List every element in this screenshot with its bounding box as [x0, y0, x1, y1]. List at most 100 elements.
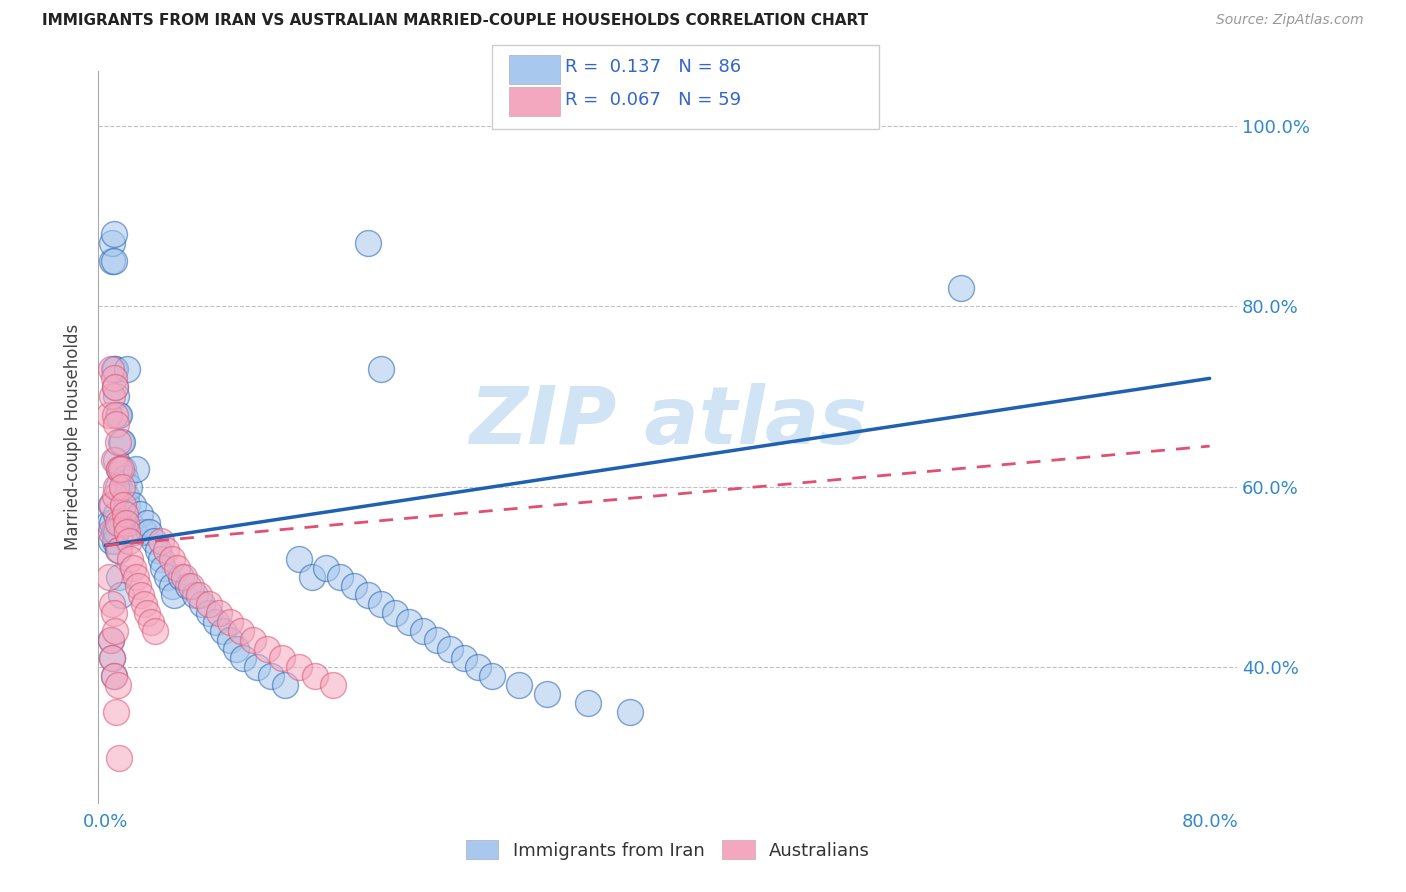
Point [107, 480, 129, 494]
Point [166, 561, 188, 575]
Point [198, 597, 221, 611]
Point [304, 669, 326, 683]
Point [232, 651, 254, 665]
Point [204, 615, 226, 630]
Point [124, 524, 146, 539]
Point [117, 362, 139, 376]
Point [114, 471, 136, 485]
Point [107, 434, 129, 449]
Point [101, 651, 124, 665]
Point [105, 480, 128, 494]
Point [101, 498, 124, 512]
Point [384, 606, 406, 620]
Point [149, 533, 172, 548]
Point [104, 380, 127, 394]
Point [103, 524, 125, 539]
Text: Source: ZipAtlas.com: Source: ZipAtlas.com [1216, 13, 1364, 28]
Point [103, 227, 125, 241]
Point [103, 254, 125, 268]
Point [218, 633, 240, 648]
Point [188, 588, 211, 602]
Point [229, 624, 252, 639]
Point [110, 434, 132, 449]
Point [274, 678, 297, 692]
Point [132, 597, 155, 611]
Point [225, 642, 247, 657]
Y-axis label: Married-couple Households: Married-couple Households [63, 324, 82, 550]
Point [343, 579, 366, 593]
Point [110, 516, 132, 530]
Point [98, 516, 121, 530]
Point [115, 489, 138, 503]
Point [120, 552, 142, 566]
Point [100, 524, 122, 539]
Point [129, 588, 152, 602]
Point [101, 651, 124, 665]
Point [132, 524, 155, 539]
Point [98, 570, 121, 584]
Point [160, 552, 183, 566]
Point [110, 461, 132, 475]
Point [115, 516, 138, 530]
Point [163, 588, 186, 602]
Point [508, 678, 530, 692]
Point [105, 389, 128, 403]
Point [287, 660, 309, 674]
Point [184, 588, 207, 602]
Point [105, 452, 128, 467]
Point [481, 669, 503, 683]
Point [125, 461, 148, 475]
Point [98, 408, 121, 422]
Point [198, 606, 221, 620]
Point [118, 480, 141, 494]
Point [103, 452, 125, 467]
Point [439, 642, 461, 657]
Point [100, 533, 122, 548]
Point [104, 408, 127, 422]
Point [260, 669, 283, 683]
Point [120, 516, 142, 530]
Point [108, 543, 131, 558]
Point [122, 498, 145, 512]
Point [315, 561, 337, 575]
Point [142, 533, 165, 548]
Point [412, 624, 434, 639]
Point [127, 579, 149, 593]
Point [101, 254, 124, 268]
Point [180, 579, 202, 593]
Point [152, 561, 174, 575]
Point [117, 524, 139, 539]
Point [117, 498, 139, 512]
Point [101, 516, 124, 530]
Point [398, 615, 420, 630]
Point [103, 669, 125, 683]
Point [135, 606, 157, 620]
Point [177, 579, 200, 593]
Point [160, 579, 183, 593]
Point [271, 651, 294, 665]
Point [536, 688, 558, 702]
Point [139, 615, 162, 630]
Point [105, 417, 128, 431]
Point [100, 498, 122, 512]
Point [114, 507, 136, 521]
Point [108, 461, 131, 475]
Point [104, 533, 127, 548]
Point [246, 660, 269, 674]
Text: IMMIGRANTS FROM IRAN VS AUSTRALIAN MARRIED-COUPLE HOUSEHOLDS CORRELATION CHART: IMMIGRANTS FROM IRAN VS AUSTRALIAN MARRI… [42, 13, 869, 29]
Text: ZIP atlas: ZIP atlas [468, 384, 868, 461]
Point [256, 642, 278, 657]
Point [112, 498, 135, 512]
Point [101, 235, 124, 250]
Point [107, 516, 129, 530]
Point [105, 524, 128, 539]
Point [128, 507, 150, 521]
Point [329, 570, 352, 584]
Point [108, 408, 131, 422]
Point [122, 561, 145, 575]
Point [104, 380, 127, 394]
Point [112, 461, 135, 475]
Point [104, 362, 127, 376]
Point [578, 697, 600, 711]
Point [111, 434, 134, 449]
